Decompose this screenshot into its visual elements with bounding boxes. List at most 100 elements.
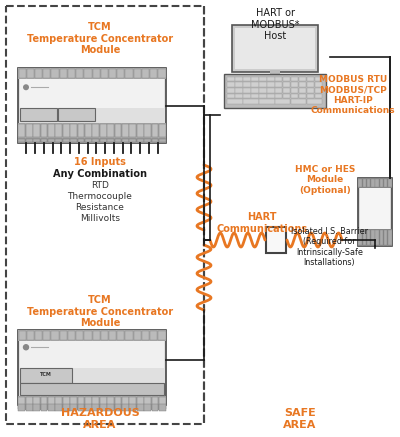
Bar	[307, 94, 314, 98]
Bar	[114, 397, 121, 409]
Bar	[51, 69, 59, 78]
Bar	[129, 404, 136, 410]
Bar	[375, 230, 379, 245]
Bar	[270, 70, 280, 74]
Bar	[18, 405, 166, 409]
Bar	[26, 139, 32, 142]
Bar	[40, 397, 47, 409]
Bar	[18, 330, 166, 341]
Bar	[152, 397, 158, 409]
Bar	[150, 69, 157, 78]
Bar	[122, 139, 129, 142]
Bar	[35, 69, 42, 78]
Bar	[358, 178, 392, 246]
Bar	[18, 330, 166, 405]
Bar	[78, 397, 84, 409]
Bar	[283, 77, 290, 81]
Bar	[85, 397, 92, 409]
Bar	[18, 69, 26, 78]
Bar	[142, 69, 149, 78]
Bar	[26, 404, 32, 410]
Bar	[358, 179, 362, 187]
Bar	[70, 404, 77, 410]
Bar	[388, 230, 392, 245]
Bar	[63, 124, 70, 137]
Bar	[291, 77, 298, 81]
Bar	[358, 229, 392, 246]
Bar	[251, 83, 259, 87]
Bar	[299, 83, 306, 87]
Bar	[26, 124, 32, 137]
Bar	[92, 69, 100, 78]
Bar	[18, 404, 25, 410]
Bar	[33, 397, 40, 409]
Bar	[159, 404, 166, 410]
Bar	[299, 94, 306, 98]
Bar	[158, 331, 166, 340]
Bar	[48, 124, 55, 137]
Bar	[125, 69, 133, 78]
Bar	[76, 69, 83, 78]
Bar	[63, 397, 70, 409]
Bar	[152, 404, 158, 410]
Bar	[48, 397, 55, 409]
Bar	[55, 397, 62, 409]
Bar	[307, 88, 314, 93]
Bar	[152, 124, 158, 137]
Bar	[259, 99, 274, 104]
Bar	[307, 77, 314, 81]
Bar	[371, 230, 375, 245]
Bar	[101, 69, 108, 78]
Bar	[243, 83, 251, 87]
Bar	[68, 331, 75, 340]
Bar	[20, 108, 57, 121]
Bar	[266, 227, 286, 253]
Bar	[78, 124, 84, 137]
Bar	[259, 94, 266, 98]
Bar	[267, 94, 274, 98]
Bar	[367, 179, 370, 187]
Bar	[291, 99, 306, 104]
Bar	[43, 331, 50, 340]
Bar	[251, 88, 259, 93]
Bar	[380, 230, 383, 245]
Bar	[18, 397, 25, 409]
Bar	[243, 77, 251, 81]
Bar	[129, 397, 136, 409]
Bar	[117, 69, 124, 78]
Text: HART
Communications: HART Communications	[216, 212, 308, 234]
Bar	[20, 79, 164, 108]
Bar	[144, 404, 151, 410]
Bar	[117, 331, 124, 340]
Bar	[144, 139, 151, 142]
Text: Isolated I.S. Barrier
(Required for
Intrinsically-Safe
Installations): Isolated I.S. Barrier (Required for Intr…	[291, 227, 368, 267]
Bar	[243, 94, 251, 98]
Bar	[259, 88, 266, 93]
Bar	[283, 83, 290, 87]
Bar	[275, 77, 282, 81]
Bar	[109, 69, 116, 78]
Bar	[362, 179, 366, 187]
Bar	[48, 139, 55, 142]
Bar	[299, 88, 306, 93]
Bar	[291, 83, 298, 87]
Text: RTD: RTD	[91, 181, 109, 190]
Bar	[283, 88, 290, 93]
Bar	[384, 179, 388, 187]
Bar	[6, 6, 204, 424]
Text: 16 Inputs: 16 Inputs	[74, 157, 126, 167]
Bar	[267, 77, 274, 81]
Bar	[92, 331, 100, 340]
Text: HAZARDOUS
AREA: HAZARDOUS AREA	[61, 408, 139, 430]
Bar	[76, 331, 83, 340]
Bar	[55, 139, 62, 142]
Bar	[137, 124, 144, 137]
Bar	[235, 77, 243, 81]
Bar	[40, 404, 47, 410]
Bar	[109, 331, 116, 340]
Bar	[227, 77, 235, 81]
Bar	[315, 77, 322, 81]
Bar	[63, 139, 70, 142]
Bar	[144, 124, 151, 137]
Bar	[125, 331, 133, 340]
